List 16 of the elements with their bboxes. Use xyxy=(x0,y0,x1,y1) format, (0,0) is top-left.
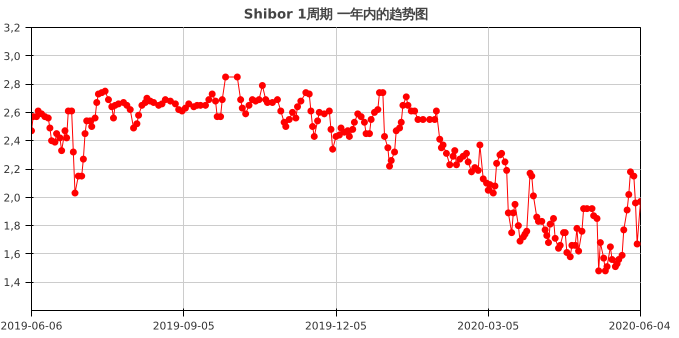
y-tick-label: 2,4 xyxy=(4,134,21,148)
y-tick-label: 1,8 xyxy=(4,220,21,233)
y-tick-label: 2,0 xyxy=(4,191,21,204)
y-tick-label: 3,2 xyxy=(4,22,21,34)
y-tick-label: 1,4 xyxy=(4,276,21,290)
y-tick-label: 2,6 xyxy=(4,106,21,120)
x-tick-label: 2019-12-05 xyxy=(305,320,367,332)
y-tick-label: 2,2 xyxy=(4,163,21,176)
x-tick-label: 2019-09-05 xyxy=(152,320,215,332)
y-tick-label: 2,8 xyxy=(4,78,21,92)
y-tick-label: 3,0 xyxy=(4,50,21,63)
chart-title: Shibor 1周期 一年内的趋势图 xyxy=(244,6,428,22)
x-tick-label: 2020-03-05 xyxy=(457,320,520,332)
x-tick-label: 2019-06-06 xyxy=(0,320,63,332)
y-tick-label: 1,6 xyxy=(4,248,21,261)
x-tick-label: 2020-06-04 xyxy=(608,320,671,332)
